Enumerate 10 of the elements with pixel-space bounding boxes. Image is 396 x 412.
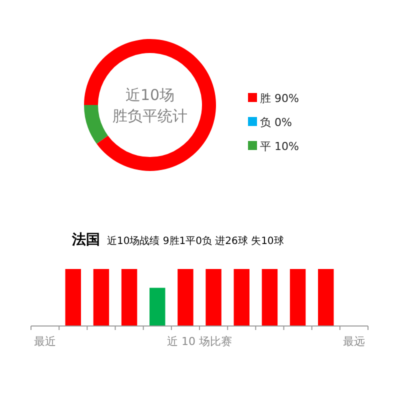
chart-subtitle: 近10场战绩 9胜1平0负 进26球 失10球 [107,235,284,247]
x-tick-label: 最远 [342,335,365,348]
text: 胜负平统计 [112,107,188,125]
chart-title: 法国 [71,232,100,248]
x-axis-title: 近 10 场比赛 [167,335,232,348]
legend-label: 胜 90% [260,92,299,105]
text: 近10场 [125,86,175,104]
x-tick-label: 最近 [34,335,56,348]
legend-label: 负 0% [260,116,292,129]
legend-label: 平 10% [260,140,299,153]
